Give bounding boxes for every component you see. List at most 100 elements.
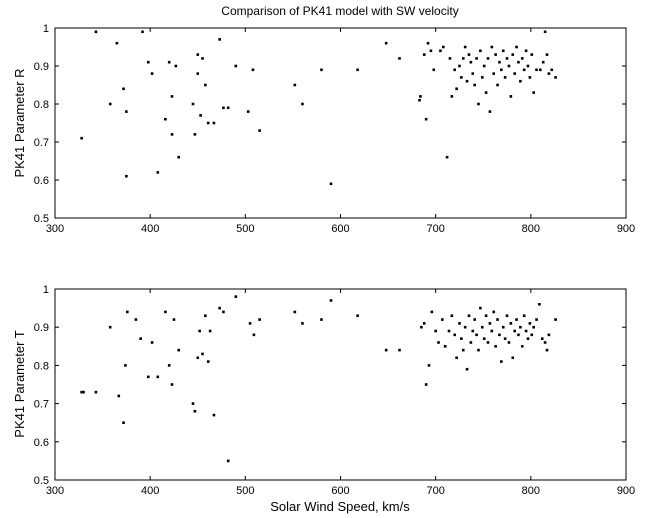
bottom-data-point: [134, 318, 138, 321]
top-data-point: [501, 49, 505, 53]
top-data-point: [196, 53, 200, 56]
top-data-point: [108, 102, 112, 106]
bottom-data-point: [455, 356, 458, 360]
top-data-point: [461, 57, 465, 60]
top-x-tick-label: 600: [331, 223, 349, 235]
top-x-tick-label: 300: [46, 223, 64, 235]
bottom-data-point: [156, 375, 160, 379]
bottom-data-point: [172, 318, 176, 321]
bottom-data-point: [447, 329, 451, 333]
bottom-data-point: [479, 306, 482, 310]
top-data-point: [170, 95, 174, 98]
top-data-point: [458, 64, 461, 68]
bottom-data-point: [218, 306, 221, 310]
bottom-data-point: [517, 333, 520, 337]
top-data-point: [80, 136, 83, 140]
bottom-data-point: [463, 325, 467, 329]
top-data-point: [554, 76, 557, 79]
bottom-data-point: [515, 318, 518, 321]
bottom-y-tick-label: 0.9: [34, 322, 49, 334]
top-y-tick-label: 0.9: [34, 61, 49, 73]
top-data-point: [432, 68, 436, 72]
bottom-data-point: [511, 356, 515, 360]
bottom-data-point: [443, 345, 447, 348]
bottom-data-point: [430, 310, 434, 314]
top-data-point: [547, 72, 551, 75]
bottom-data-point: [471, 329, 475, 333]
bottom-data-point: [461, 348, 465, 352]
bottom-x-tick-label: 900: [617, 485, 635, 497]
bottom-data-point: [475, 333, 478, 337]
bottom-data-point: [226, 459, 230, 463]
bottom-data-point: [484, 314, 488, 318]
bottom-data-point: [424, 383, 428, 386]
top-data-point: [419, 95, 422, 98]
bottom-data-point: [437, 341, 440, 344]
bottom-data-point: [501, 325, 505, 329]
top-data-point: [150, 72, 154, 75]
bottom-data-point: [124, 364, 127, 367]
top-data-point: [492, 72, 496, 75]
bottom-x-tick-label: 300: [46, 485, 64, 497]
bottom-data-point: [458, 322, 461, 325]
top-data-point: [115, 41, 119, 45]
top-data-point: [524, 49, 528, 53]
bottom-data-point: [441, 318, 444, 321]
top-data-point: [199, 114, 202, 117]
bottom-data-point: [554, 318, 557, 321]
top-data-point: [496, 83, 499, 87]
top-data-point: [439, 49, 442, 53]
top-x-tick-label: 800: [522, 223, 540, 235]
top-data-point: [526, 64, 530, 68]
bottom-data-point: [526, 337, 530, 340]
bottom-y-tick-label: 0.6: [34, 437, 49, 449]
bottom-data-point: [434, 329, 437, 333]
top-data-point: [212, 121, 216, 125]
bottom-data-point: [122, 421, 125, 424]
bottom-x-tick-label: 600: [331, 485, 349, 497]
top-data-point: [177, 155, 181, 159]
bottom-data-point: [108, 325, 112, 329]
bottom-data-point: [150, 341, 154, 344]
top-data-point: [204, 83, 207, 87]
top-data-point: [486, 57, 490, 60]
top-y-tick-label: 0.6: [34, 175, 49, 187]
bottom-data-point: [503, 337, 507, 340]
top-data-point: [398, 57, 401, 60]
top-y-tick-label: 0.5: [34, 213, 49, 225]
bottom-data-point: [481, 325, 484, 329]
bottom-x-tick-label: 500: [236, 485, 254, 497]
top-data-point: [460, 76, 463, 79]
bottom-data-point: [117, 394, 121, 398]
top-data-point: [543, 30, 547, 34]
bottom-data-point: [486, 341, 490, 344]
bottom-data-point: [477, 348, 480, 352]
bottom-data-point: [540, 337, 544, 340]
bottom-data-point: [82, 390, 85, 394]
top-data-point: [156, 171, 160, 174]
top-data-point: [226, 106, 230, 110]
bottom-data-point: [500, 360, 503, 363]
top-data-point: [550, 68, 554, 72]
bottom-data-point: [547, 333, 551, 337]
top-data-point: [545, 53, 549, 56]
bottom-data-point: [482, 337, 486, 340]
bottom-data-point: [198, 329, 201, 333]
bottom-data-point: [252, 333, 256, 337]
bottom-data-point: [543, 341, 547, 344]
bottom-data-point: [126, 310, 129, 314]
bottom-plot-frame: [54, 288, 627, 481]
top-data-point: [441, 45, 445, 49]
top-data-point: [301, 102, 304, 106]
top-data-point: [429, 49, 433, 53]
top-data-point: [320, 68, 323, 72]
top-scatter-plot: 300 400 500 600 700 800 900 0.5 0.6 0.7 0.8 0.9 1: [34, 23, 635, 235]
top-data-point: [473, 83, 476, 87]
bottom-data-point: [524, 329, 528, 333]
bottom-data-point: [513, 329, 516, 333]
top-data-point: [515, 45, 518, 49]
top-y-tick-label: 1: [43, 23, 49, 35]
bottom-data-point: [494, 345, 497, 348]
top-data-point: [481, 76, 484, 79]
bottom-data-point: [139, 337, 142, 340]
